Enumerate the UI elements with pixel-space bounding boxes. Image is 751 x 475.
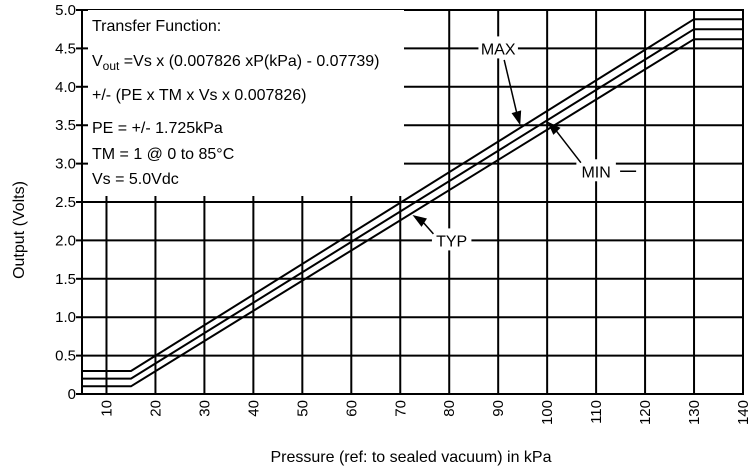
x-tick-label-80: 80 (441, 400, 458, 417)
x-tick-labels: 10 20 30 40 50 60 70 80 90 100 110 120 130 140 (99, 400, 751, 425)
annotation-arrowhead-max (512, 110, 522, 125)
y-axis-label: Output (Volts) (11, 181, 28, 279)
info-box-vout-sub: out (103, 59, 120, 73)
annotation-leader-typ (423, 222, 434, 234)
info-box-line-4: PE = +/- 1.725kPa (92, 120, 223, 137)
y-tick-labels: 0 0.5 1.0 1.5 2.0 2.5 3.0 3.5 4.0 4.5 5.0 (55, 2, 76, 403)
x-tick-label-140: 140 (735, 400, 751, 425)
y-tick-label-1-0: 1.0 (55, 309, 76, 326)
x-tick-label-90: 90 (490, 400, 507, 417)
y-tick-label-2-5: 2.5 (55, 194, 76, 211)
info-box-line-5: TM = 1 @ 0 to 85°C (92, 146, 234, 163)
x-tick-label-120: 120 (637, 400, 654, 425)
x-tick-label-30: 30 (196, 400, 213, 417)
x-tick-label-60: 60 (343, 400, 360, 417)
y-tick-label-0: 0 (68, 386, 76, 403)
info-box-vout-v: V (92, 53, 103, 70)
x-tick-label-70: 70 (392, 400, 409, 417)
y-tick-label-4-5: 4.5 (55, 40, 76, 57)
annotation-label-max: MAX (481, 41, 516, 58)
y-tick-label-3-5: 3.5 (55, 117, 76, 134)
x-tick-label-110: 110 (588, 400, 605, 424)
info-box-line-1: Transfer Function: (92, 18, 221, 35)
x-tick-label-50: 50 (294, 400, 311, 417)
info-box-formula: =Vs x (0.007826 xP(kPa) - 0.07739) (119, 53, 379, 70)
x-tick-label-130: 130 (686, 400, 703, 425)
info-box-line-3: +/- (PE x TM x Vs x 0.007826) (92, 87, 306, 104)
x-tick-label-10: 10 (99, 400, 116, 417)
y-tick-label-5-0: 5.0 (55, 2, 76, 19)
transfer-function-box: Transfer Function: Vout =Vs x (0.007826 … (88, 10, 404, 196)
annotation-leader-min (556, 130, 581, 163)
y-tick-label-3-0: 3.0 (55, 156, 76, 173)
x-axis-label: Pressure (ref: to sealed vacuum) in kPa (270, 449, 551, 466)
annotation-label-min: MIN (581, 164, 610, 181)
info-box-line-6: Vs = 5.0Vdc (92, 171, 179, 188)
annotation-label-typ: TYP (436, 233, 467, 250)
y-tick-label-2-0: 2.0 (55, 232, 76, 249)
x-tick-label-20: 20 (147, 400, 164, 417)
x-tick-label-100: 100 (539, 400, 556, 425)
y-tick-label-0-5: 0.5 (55, 348, 76, 365)
y-tick-label-1-5: 1.5 (55, 271, 76, 288)
y-tick-label-4-0: 4.0 (55, 79, 76, 96)
x-tick-label-40: 40 (245, 400, 262, 417)
